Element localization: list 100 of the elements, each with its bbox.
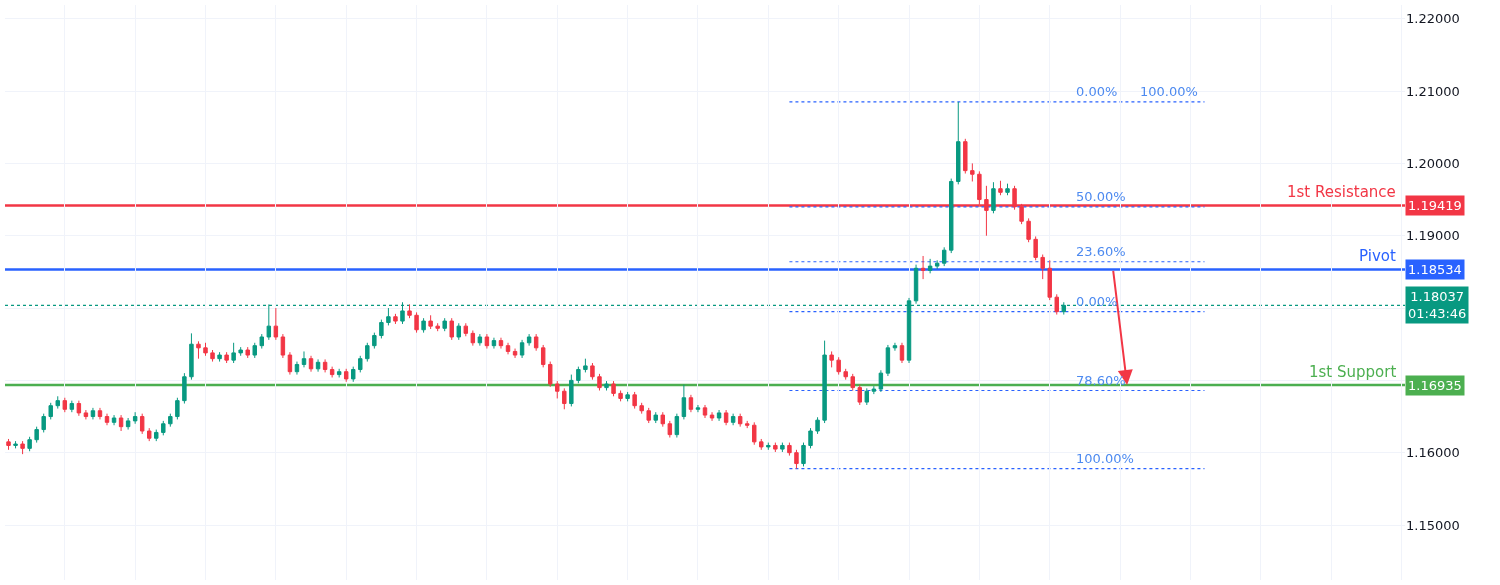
candlestick bbox=[843, 368, 848, 381]
candlestick bbox=[576, 366, 581, 384]
candlestick bbox=[815, 416, 820, 435]
candlestick bbox=[449, 317, 454, 341]
candlestick bbox=[379, 319, 384, 339]
candlestick bbox=[597, 373, 602, 391]
candlestick bbox=[787, 442, 792, 457]
candlestick bbox=[941, 246, 947, 267]
candlestick bbox=[949, 178, 954, 254]
candlestick bbox=[6, 438, 11, 451]
candlestick bbox=[927, 258, 933, 274]
candlestick bbox=[526, 333, 532, 347]
candlestick bbox=[69, 400, 75, 413]
candlestick bbox=[217, 351, 222, 363]
candlestick bbox=[442, 317, 447, 332]
candlestick bbox=[182, 372, 187, 405]
candlestick bbox=[766, 442, 771, 451]
candlestick bbox=[885, 344, 891, 377]
candlestick bbox=[252, 342, 257, 359]
annotation: 100.00% bbox=[1140, 84, 1198, 99]
candlestick bbox=[780, 442, 785, 453]
candlestick bbox=[210, 349, 215, 363]
candlestick bbox=[505, 342, 511, 355]
candlestick bbox=[287, 351, 293, 376]
candlestick bbox=[322, 358, 328, 373]
candlestick bbox=[111, 414, 117, 426]
candlestick bbox=[533, 333, 539, 352]
candlestick bbox=[372, 332, 377, 350]
candlestick bbox=[920, 255, 926, 280]
candlestick bbox=[175, 397, 180, 420]
candlestick bbox=[343, 368, 349, 383]
candlestick bbox=[139, 413, 145, 435]
candlestick bbox=[540, 344, 546, 368]
candlestick bbox=[329, 366, 335, 378]
candlestick bbox=[386, 307, 391, 326]
candlestick bbox=[632, 391, 637, 410]
candlestick bbox=[280, 333, 286, 359]
candlestick bbox=[1005, 183, 1010, 196]
candlestick bbox=[351, 366, 356, 383]
candlestick bbox=[273, 307, 279, 341]
candlestick bbox=[667, 420, 673, 439]
candlestick bbox=[498, 337, 504, 350]
candlestick bbox=[752, 421, 757, 446]
candlestick bbox=[709, 411, 715, 422]
candlestick bbox=[224, 351, 229, 364]
y-tick-label: 1.15000 bbox=[1406, 517, 1460, 533]
y-tick-label: 1.19419 bbox=[1408, 198, 1462, 213]
candlestick bbox=[132, 411, 138, 425]
annotation: 50.00% bbox=[1076, 189, 1126, 204]
candlestick bbox=[470, 329, 476, 347]
candlestick bbox=[864, 387, 870, 406]
candlestick bbox=[934, 259, 940, 270]
candlestick bbox=[301, 350, 307, 368]
annotation: 23.60% bbox=[1076, 244, 1126, 259]
y-tick-label: 1.20000 bbox=[1406, 155, 1460, 171]
candlestick bbox=[41, 413, 46, 433]
candlestick bbox=[231, 342, 236, 364]
candlestick bbox=[393, 313, 398, 325]
candlestick bbox=[358, 355, 363, 373]
candlestick bbox=[688, 394, 694, 413]
candlestick bbox=[618, 390, 623, 402]
candlestick bbox=[365, 342, 370, 363]
candlestick bbox=[83, 409, 89, 420]
candlestick bbox=[569, 374, 574, 407]
ref-line-label: 1st Support bbox=[1309, 363, 1397, 381]
candlestick bbox=[62, 397, 68, 413]
candlestick bbox=[428, 314, 433, 330]
candlestick bbox=[13, 440, 18, 449]
candlestick bbox=[463, 322, 469, 337]
y-tick-label: 1.16000 bbox=[1406, 445, 1460, 461]
candlestick bbox=[168, 413, 173, 428]
candlestick bbox=[716, 409, 722, 422]
candlestick bbox=[203, 342, 208, 357]
candlestick bbox=[104, 413, 110, 426]
candlestick bbox=[421, 317, 426, 334]
candlestick bbox=[625, 391, 630, 402]
candlestick bbox=[695, 404, 701, 413]
candlestick bbox=[414, 311, 419, 334]
candlestick bbox=[562, 387, 567, 410]
candlestick bbox=[583, 358, 588, 373]
candlestick bbox=[477, 333, 483, 347]
candlestick bbox=[189, 332, 194, 381]
candlestick bbox=[646, 407, 651, 424]
candlestick bbox=[991, 181, 996, 214]
candlestick bbox=[773, 442, 778, 453]
candlestick bbox=[653, 411, 658, 424]
candlestick bbox=[125, 417, 131, 431]
y-tick-label: 1.18534 bbox=[1408, 262, 1462, 277]
candlestick bbox=[857, 384, 862, 406]
candlestick bbox=[147, 427, 152, 442]
candlestick bbox=[1054, 293, 1059, 316]
y-tick-label: 1.19000 bbox=[1406, 228, 1460, 244]
candlestick bbox=[245, 346, 250, 359]
candlestick bbox=[611, 380, 616, 397]
candlestick bbox=[154, 429, 159, 442]
candlestick bbox=[899, 342, 905, 364]
candlestick bbox=[512, 348, 518, 359]
candlestick bbox=[238, 346, 243, 357]
candlestick bbox=[956, 101, 961, 185]
candlestick bbox=[20, 440, 25, 455]
